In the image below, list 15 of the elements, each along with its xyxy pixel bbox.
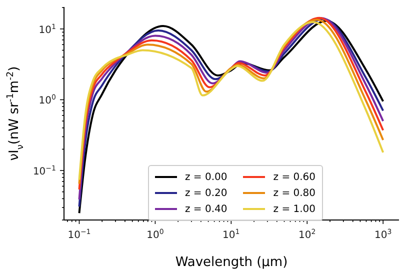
y-tick-label: 10$^{0}$ [38,94,56,107]
x-tick-label: 10$^{0}$ [146,228,164,241]
legend-label: z = 1.00 [273,204,316,214]
legend-label: z = 0.00 [185,172,228,182]
x-axis-title: Wavelength (μm) [175,255,288,270]
y-tick-label: 10$^{−1}$ [32,164,56,178]
y-tick-label: 10$^{1}$ [38,22,56,36]
x-tick-label: 10$^{−1}$ [68,228,91,241]
legend-label: z = 0.80 [273,188,316,198]
legend-label: z = 0.60 [273,172,316,182]
x-tick-label: 10$^{3}$ [374,228,392,241]
x-tick-label: 10$^{1}$ [222,228,240,241]
x-tick-label: 10$^{2}$ [298,228,316,241]
legend-label: z = 0.40 [185,204,228,214]
legend-label: z = 0.20 [185,188,228,198]
